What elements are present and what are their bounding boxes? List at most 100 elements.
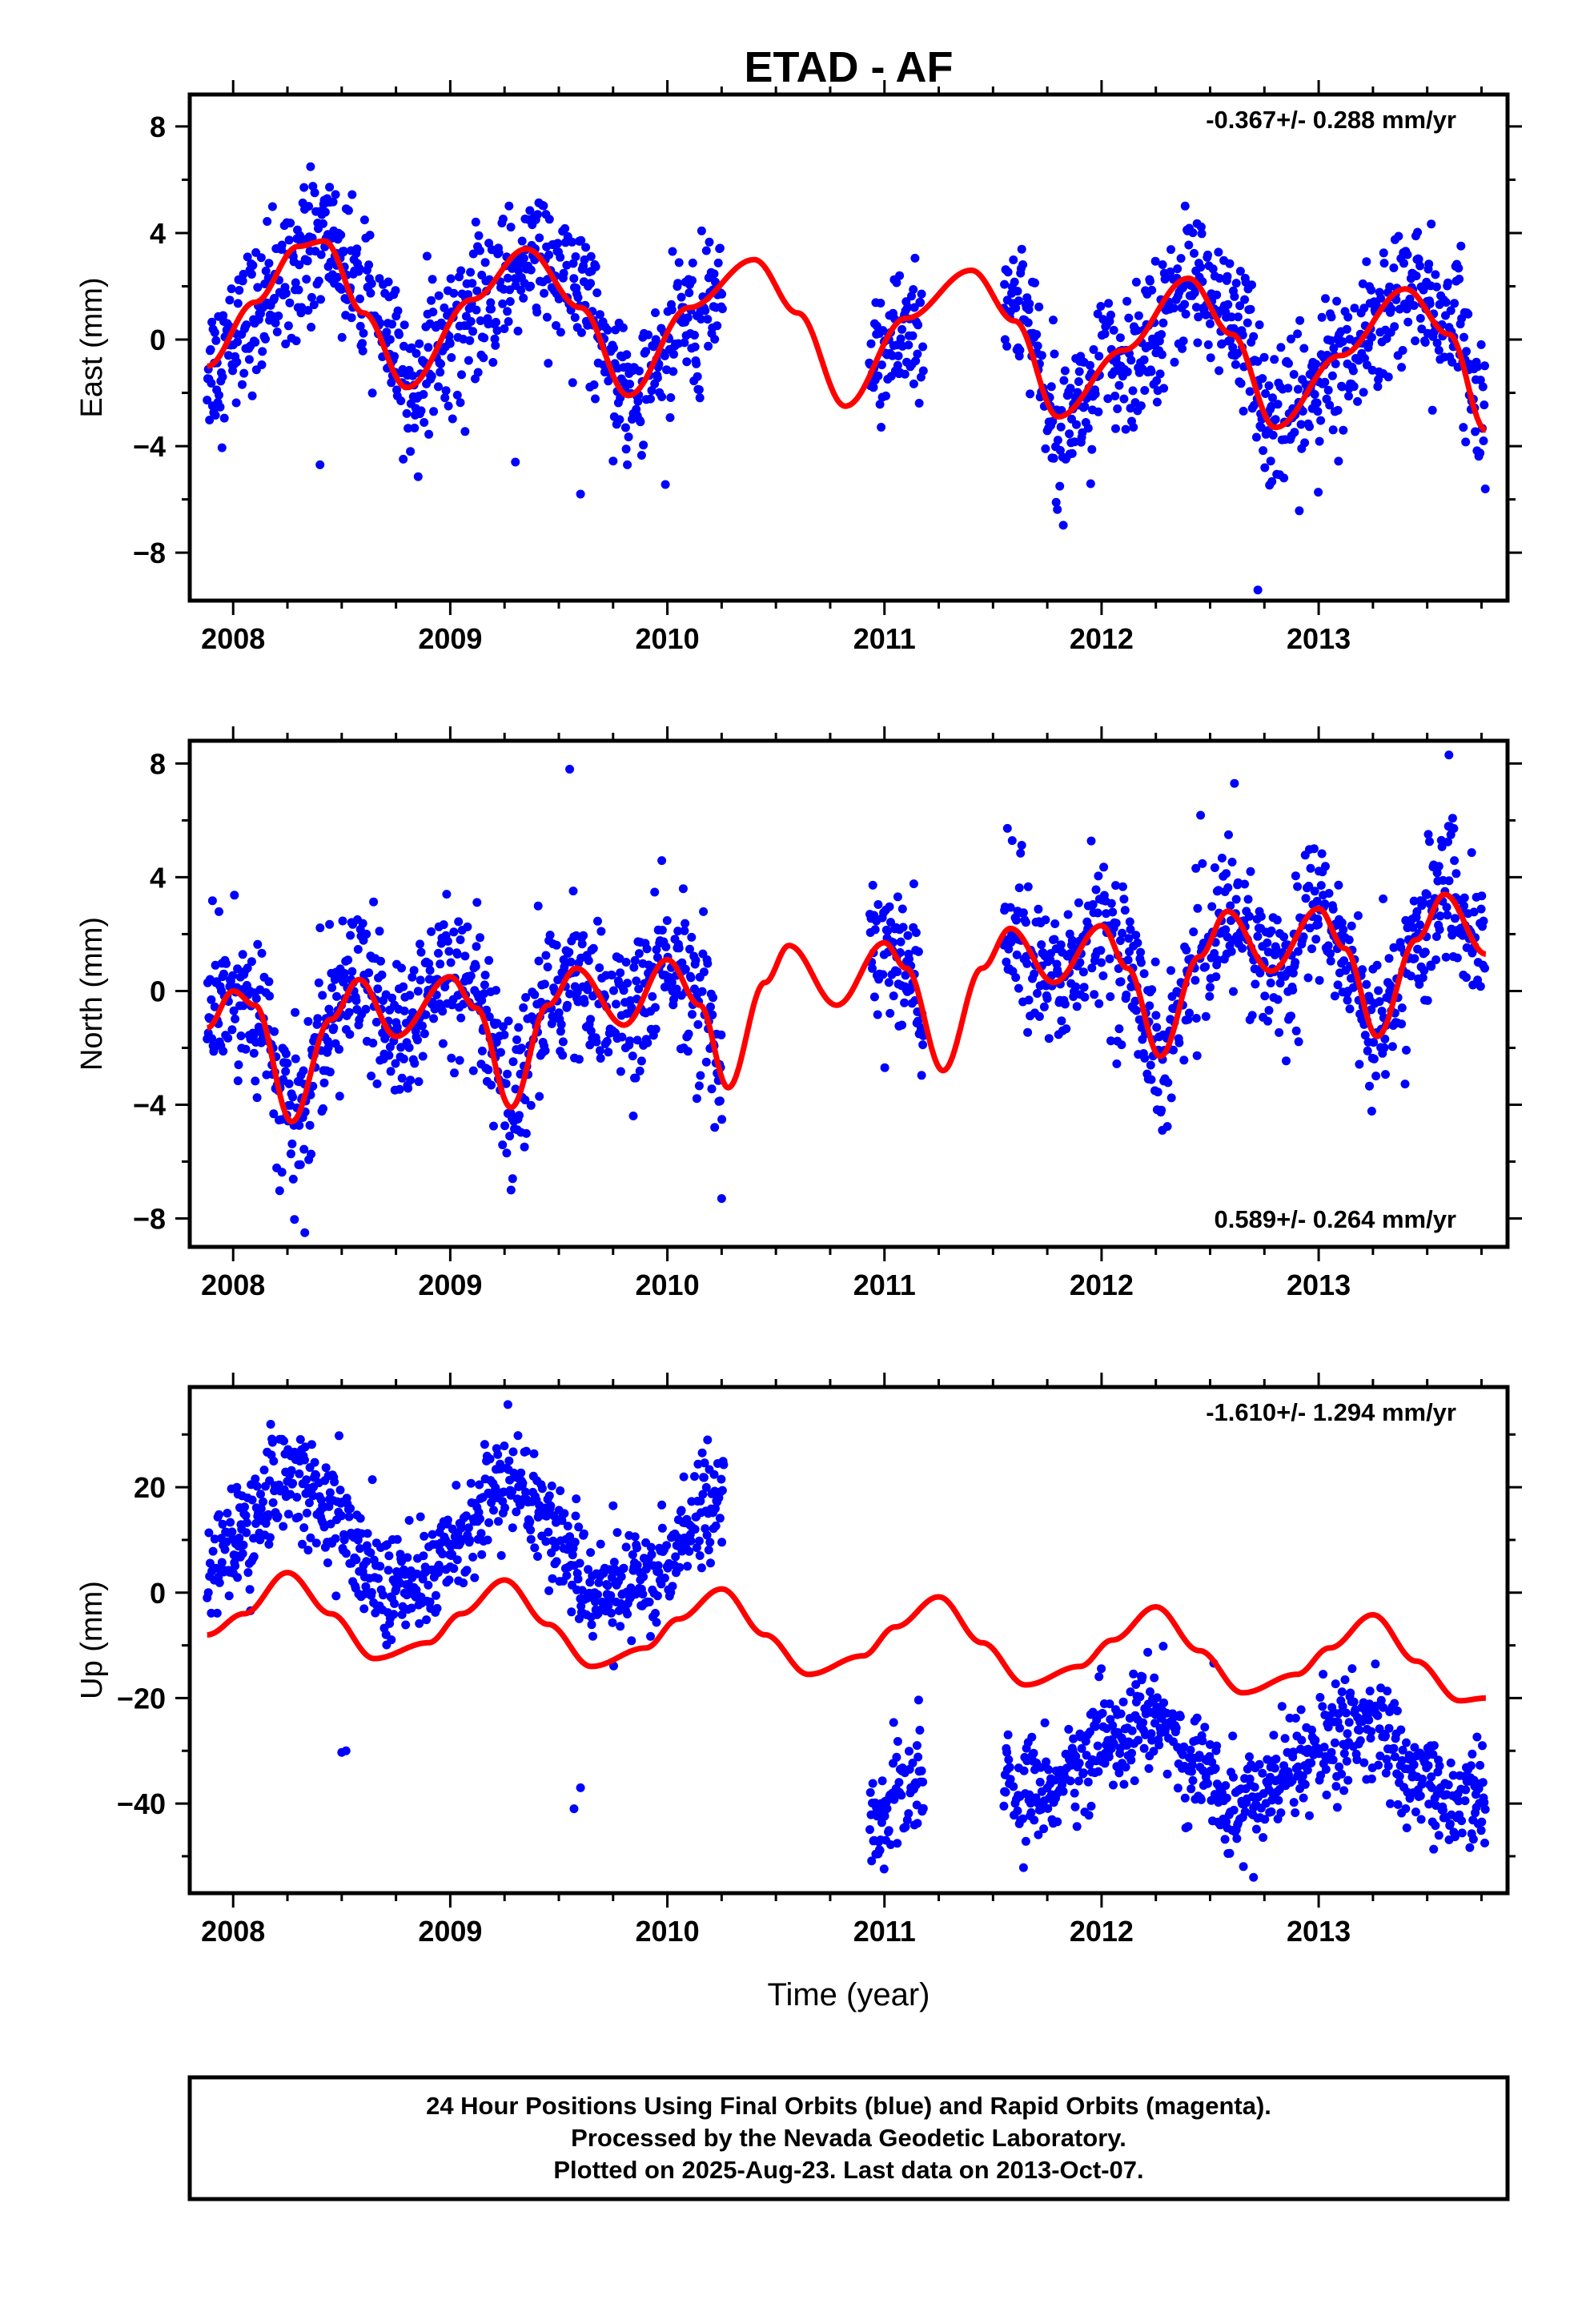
north-point xyxy=(1074,898,1083,907)
east-point xyxy=(1056,422,1066,432)
north-point xyxy=(229,1006,239,1015)
up-point xyxy=(1339,1749,1349,1759)
east-point xyxy=(420,418,429,427)
up-point xyxy=(212,1608,222,1618)
north-point xyxy=(215,907,223,916)
north-point xyxy=(1467,848,1476,858)
north-point xyxy=(672,984,681,994)
north-point xyxy=(1002,823,1012,833)
up-point xyxy=(1042,1757,1051,1767)
north-point xyxy=(1240,879,1250,889)
up-point xyxy=(1070,1802,1080,1811)
east-point xyxy=(693,372,702,381)
north-point xyxy=(917,1071,926,1080)
east-point xyxy=(1230,292,1239,301)
north-point xyxy=(1192,1051,1202,1060)
up-point xyxy=(476,1529,486,1538)
east-point xyxy=(1459,423,1468,432)
north-point xyxy=(1419,966,1429,975)
east-point xyxy=(1299,344,1309,353)
x-tick-label: 2013 xyxy=(1287,1915,1351,1948)
east-point xyxy=(586,279,596,288)
east-point xyxy=(1415,261,1425,271)
up-point xyxy=(1006,1775,1015,1784)
east-point xyxy=(710,335,720,344)
east-point xyxy=(468,249,478,259)
east-point xyxy=(238,380,247,389)
east-point xyxy=(1399,259,1408,268)
north-point xyxy=(1334,880,1343,890)
up-point xyxy=(1044,1765,1054,1775)
east-point xyxy=(1443,278,1452,287)
east-point xyxy=(1359,388,1368,397)
up-point xyxy=(560,1509,569,1518)
north-point xyxy=(442,890,452,899)
east-point xyxy=(1460,332,1468,342)
up-point xyxy=(913,1819,922,1828)
east-point xyxy=(441,386,451,396)
up-point xyxy=(1383,1761,1393,1771)
up-point xyxy=(1229,1805,1239,1815)
east-point xyxy=(621,444,631,454)
north-point xyxy=(1205,991,1215,1001)
east-point xyxy=(634,366,644,376)
up-point xyxy=(1078,1768,1088,1778)
north-point xyxy=(512,1035,521,1044)
up-point xyxy=(500,1503,510,1513)
y-tick-label: −8 xyxy=(133,537,166,569)
north-point xyxy=(420,1029,429,1039)
east-point xyxy=(569,274,579,283)
north-point xyxy=(1324,889,1334,898)
east-point xyxy=(1206,353,1215,363)
east-point xyxy=(1476,448,1485,458)
up-point xyxy=(1478,1741,1487,1751)
east-point xyxy=(253,283,263,292)
up-point xyxy=(1355,1726,1364,1735)
up-point xyxy=(999,1801,1009,1811)
east-point xyxy=(1455,275,1464,283)
up-point xyxy=(1027,1732,1037,1742)
up-point xyxy=(525,1517,535,1526)
east-point xyxy=(641,347,651,356)
north-point xyxy=(410,1059,420,1068)
east-point xyxy=(1245,387,1255,396)
north-point xyxy=(1114,1024,1124,1034)
east-point xyxy=(1023,318,1033,328)
east-point xyxy=(1446,306,1456,316)
up-point xyxy=(1466,1761,1476,1771)
east-point xyxy=(447,353,456,362)
east-point xyxy=(1326,336,1335,345)
north-point xyxy=(1447,814,1457,823)
north-point xyxy=(1415,920,1425,930)
up-point xyxy=(1245,1752,1254,1762)
north-point xyxy=(1402,1045,1411,1055)
east-point xyxy=(1113,404,1122,413)
north-point xyxy=(1444,876,1454,886)
east-point xyxy=(1121,424,1130,434)
up-point xyxy=(1402,1823,1411,1832)
east-point xyxy=(1055,481,1065,491)
up-point xyxy=(628,1550,637,1559)
east-point xyxy=(1013,287,1022,296)
east-point xyxy=(1086,479,1095,489)
north-point xyxy=(621,958,631,967)
up-point xyxy=(1468,1835,1478,1844)
north-point xyxy=(1017,841,1026,850)
north-point xyxy=(677,958,687,967)
north-point xyxy=(630,955,640,965)
up-point xyxy=(1074,1759,1084,1768)
up-point xyxy=(918,1777,928,1787)
east-point xyxy=(666,393,676,402)
up-point xyxy=(1097,1664,1106,1674)
north-point xyxy=(452,950,462,959)
east-point xyxy=(247,391,257,400)
east-point xyxy=(263,217,272,226)
east-point xyxy=(1106,310,1115,320)
east-point xyxy=(573,293,583,302)
north-point xyxy=(257,948,267,958)
up-point xyxy=(383,1566,393,1575)
east-point xyxy=(492,326,502,336)
up-point xyxy=(1271,1755,1281,1763)
east-point xyxy=(1414,255,1423,264)
